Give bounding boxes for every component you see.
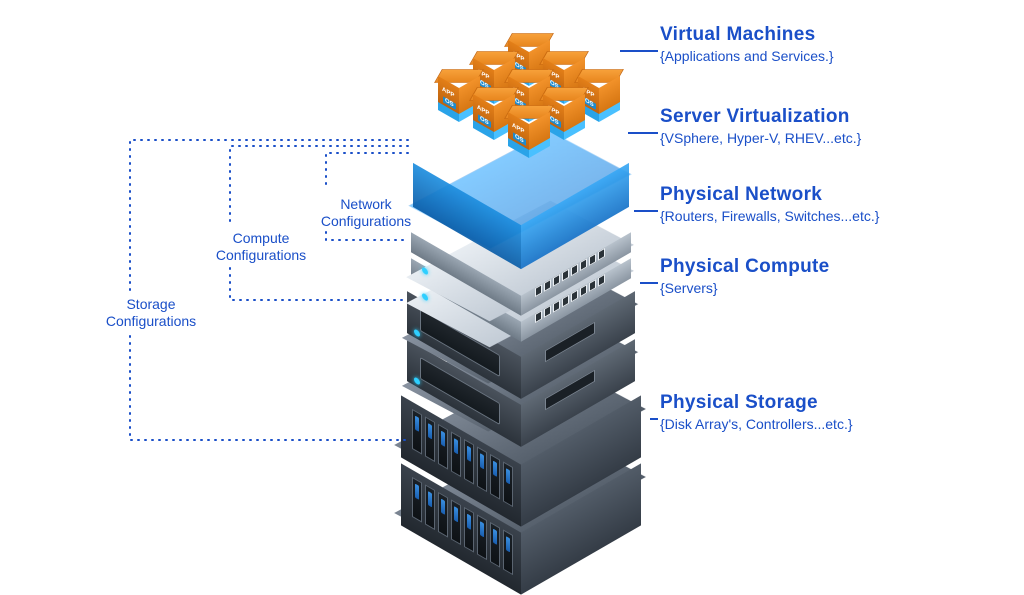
cfg-compute-text: ComputeConfigurations <box>216 230 306 263</box>
label-vm: Virtual Machines {Applications and Servi… <box>660 24 960 64</box>
vm-cube: APPOS <box>508 112 550 154</box>
vm-grid: APPOS APPOS APPOS APPOS APPOS APPOS APPO… <box>448 50 608 170</box>
diagram-canvas: APPOS APPOS APPOS APPOS APPOS APPOS APPO… <box>0 0 1024 576</box>
label-net-sub: {Routers, Firewalls, Switches...etc.} <box>660 208 960 224</box>
connector-compute <box>640 282 658 284</box>
label-storage-title: Physical Storage <box>660 392 960 414</box>
label-virt: Server Virtualization {VSphere, Hyper-V,… <box>660 106 960 146</box>
connector-virt <box>628 132 658 134</box>
label-storage-sub: {Disk Array's, Controllers...etc.} <box>660 416 960 432</box>
label-compute-sub: {Servers} <box>660 280 960 296</box>
label-vm-title: Virtual Machines <box>660 24 960 46</box>
cfg-storage-label: StorageConfigurations <box>96 296 206 330</box>
label-net: Physical Network {Routers, Firewalls, Sw… <box>660 184 960 224</box>
infra-stack: APPOS APPOS APPOS APPOS APPOS APPOS APPO… <box>400 40 660 540</box>
label-virt-title: Server Virtualization <box>660 106 960 128</box>
cfg-network-text: NetworkConfigurations <box>321 196 411 229</box>
label-storage: Physical Storage {Disk Array's, Controll… <box>660 392 960 432</box>
label-compute: Physical Compute {Servers} <box>660 256 960 296</box>
cfg-network-label: NetworkConfigurations <box>316 196 416 230</box>
label-virt-sub: {VSphere, Hyper-V, RHEV...etc.} <box>660 130 960 146</box>
connector-storage <box>650 418 658 420</box>
label-compute-title: Physical Compute <box>660 256 960 278</box>
connector-net <box>634 210 658 212</box>
cfg-storage-text: StorageConfigurations <box>106 296 196 329</box>
label-net-title: Physical Network <box>660 184 960 206</box>
connector-vm <box>620 50 658 52</box>
cfg-compute-label: ComputeConfigurations <box>206 230 316 264</box>
label-vm-sub: {Applications and Services.} <box>660 48 960 64</box>
